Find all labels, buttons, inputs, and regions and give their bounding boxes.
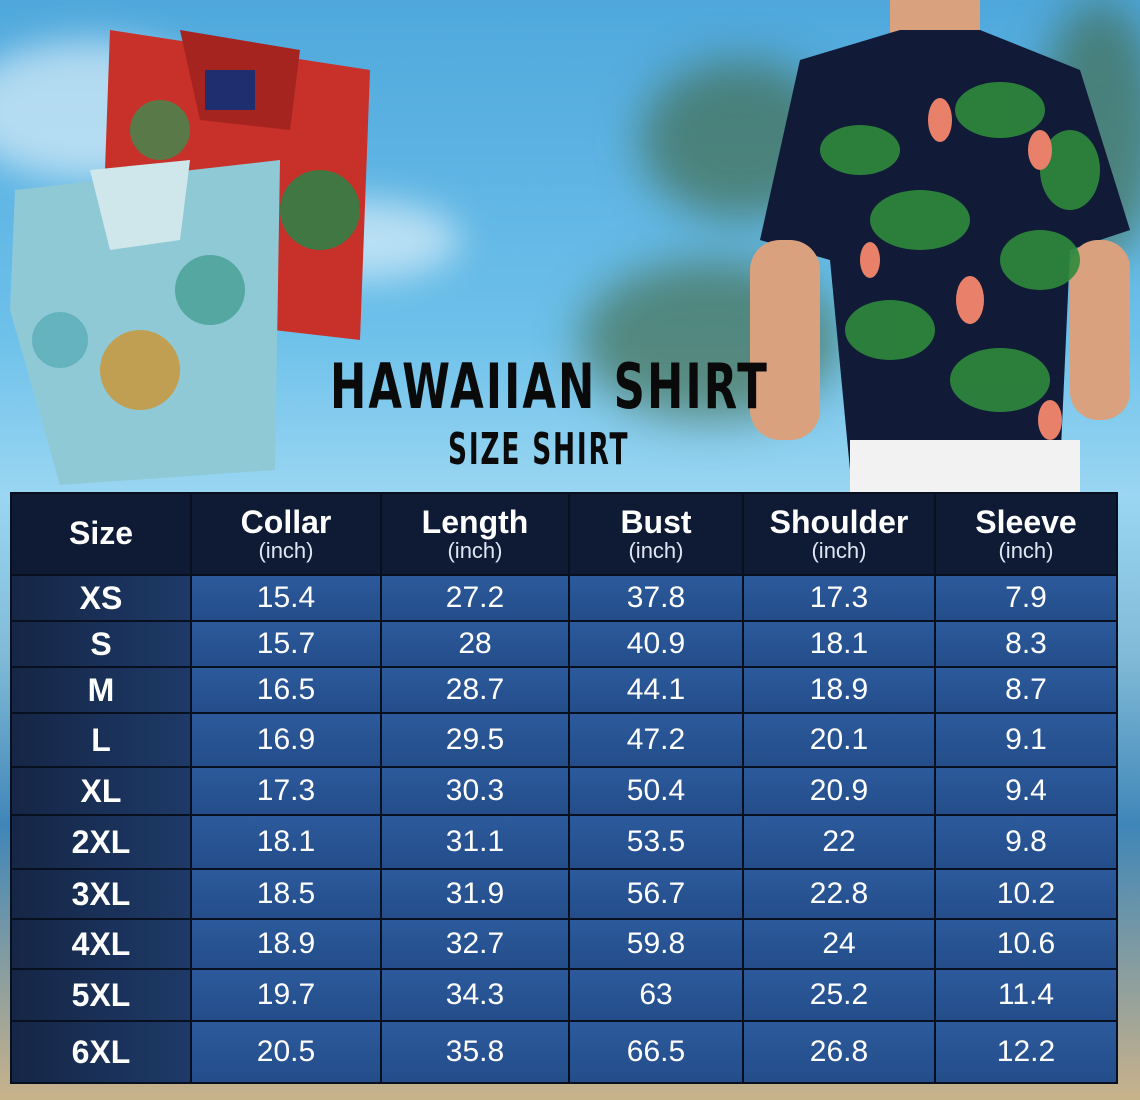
table-row: S 15.7 28 40.9 18.1 8.3 xyxy=(12,622,1116,666)
cell-sleeve: 7.9 xyxy=(936,576,1116,620)
header-label: Sleeve xyxy=(975,503,1077,540)
cell-bust: 56.7 xyxy=(570,870,742,918)
cell-length: 31.9 xyxy=(382,870,568,918)
cell-collar: 15.4 xyxy=(192,576,380,620)
cell-size: 4XL xyxy=(12,920,190,968)
cell-shoulder: 18.1 xyxy=(744,622,934,666)
cell-shoulder: 24 xyxy=(744,920,934,968)
cell-length: 28.7 xyxy=(382,668,568,712)
table-row: XL 17.3 30.3 50.4 20.9 9.4 xyxy=(12,768,1116,814)
size-chart-table: Size Collar (inch) Length (inch) Bust (inch… xyxy=(10,492,1118,1084)
cell-collar: 16.9 xyxy=(192,714,380,766)
cell-length: 29.5 xyxy=(382,714,568,766)
cell-size: S xyxy=(12,622,190,666)
cell-bust: 37.8 xyxy=(570,576,742,620)
cell-collar: 20.5 xyxy=(192,1022,380,1082)
table-row: XS 15.4 27.2 37.8 17.3 7.9 xyxy=(12,576,1116,620)
cell-collar: 18.9 xyxy=(192,920,380,968)
cell-sleeve: 8.7 xyxy=(936,668,1116,712)
cell-collar: 16.5 xyxy=(192,668,380,712)
cell-collar: 18.1 xyxy=(192,816,380,868)
table-row: 5XL 19.7 34.3 63 25.2 11.4 xyxy=(12,970,1116,1020)
model-shirt-image xyxy=(750,0,1130,492)
cell-shoulder: 22.8 xyxy=(744,870,934,918)
header-bust: Bust (inch) xyxy=(570,494,742,574)
header-sleeve: Sleeve (inch) xyxy=(936,494,1116,574)
cell-size: 2XL xyxy=(12,816,190,868)
cell-sleeve: 11.4 xyxy=(936,970,1116,1020)
cell-bust: 59.8 xyxy=(570,920,742,968)
header-label: Collar xyxy=(240,503,332,540)
table-row: L 16.9 29.5 47.2 20.1 9.1 xyxy=(12,714,1116,766)
header-unit: (inch) xyxy=(628,538,684,564)
cell-bust: 47.2 xyxy=(570,714,742,766)
cell-bust: 40.9 xyxy=(570,622,742,666)
folded-shirts-image xyxy=(10,30,370,485)
cell-shoulder: 17.3 xyxy=(744,576,934,620)
header-label: Bust xyxy=(620,503,692,540)
table-row: 3XL 18.5 31.9 56.7 22.8 10.2 xyxy=(12,870,1116,918)
cell-bust: 44.1 xyxy=(570,668,742,712)
cell-sleeve: 9.1 xyxy=(936,714,1116,766)
header-label: Size xyxy=(68,515,134,552)
cell-collar: 18.5 xyxy=(192,870,380,918)
cell-sleeve: 10.2 xyxy=(936,870,1116,918)
header-unit: (inch) xyxy=(447,538,503,564)
cell-size: XL xyxy=(12,768,190,814)
header-label: Length xyxy=(421,503,529,540)
cell-collar: 19.7 xyxy=(192,970,380,1020)
table-row: M 16.5 28.7 44.1 18.9 8.7 xyxy=(12,668,1116,712)
page-subtitle: SIZE SHIRT xyxy=(448,424,630,475)
cell-length: 35.8 xyxy=(382,1022,568,1082)
cell-bust: 50.4 xyxy=(570,768,742,814)
cell-shoulder: 22 xyxy=(744,816,934,868)
cell-sleeve: 10.6 xyxy=(936,920,1116,968)
header-unit: (inch) xyxy=(258,538,314,564)
cell-shoulder: 18.9 xyxy=(744,668,934,712)
cell-sleeve: 8.3 xyxy=(936,622,1116,666)
cell-length: 31.1 xyxy=(382,816,568,868)
cell-length: 30.3 xyxy=(382,768,568,814)
cell-sleeve: 9.4 xyxy=(936,768,1116,814)
cell-bust: 53.5 xyxy=(570,816,742,868)
table-row: 4XL 18.9 32.7 59.8 24 10.6 xyxy=(12,920,1116,968)
header-unit: (inch) xyxy=(998,538,1054,564)
cell-length: 27.2 xyxy=(382,576,568,620)
cell-size: 3XL xyxy=(12,870,190,918)
cell-sleeve: 12.2 xyxy=(936,1022,1116,1082)
cell-collar: 17.3 xyxy=(192,768,380,814)
header-size: Size xyxy=(12,494,190,574)
cell-collar: 15.7 xyxy=(192,622,380,666)
cell-size: 6XL xyxy=(12,1022,190,1082)
cell-bust: 63 xyxy=(570,970,742,1020)
cell-size: XS xyxy=(12,576,190,620)
cell-shoulder: 25.2 xyxy=(744,970,934,1020)
cell-size: L xyxy=(12,714,190,766)
table-row: 6XL 20.5 35.8 66.5 26.8 12.2 xyxy=(12,1022,1116,1082)
table-row: 2XL 18.1 31.1 53.5 22 9.8 xyxy=(12,816,1116,868)
cell-shoulder: 26.8 xyxy=(744,1022,934,1082)
header-label: Shoulder xyxy=(769,503,909,540)
cell-length: 28 xyxy=(382,622,568,666)
header-collar: Collar (inch) xyxy=(192,494,380,574)
cell-length: 32.7 xyxy=(382,920,568,968)
cell-sleeve: 9.8 xyxy=(936,816,1116,868)
header-length: Length (inch) xyxy=(382,494,568,574)
cell-length: 34.3 xyxy=(382,970,568,1020)
table-header-row: Size Collar (inch) Length (inch) Bust (inch… xyxy=(12,494,1116,574)
page-title: HAWAIIAN SHIRT xyxy=(330,350,769,423)
cell-shoulder: 20.1 xyxy=(744,714,934,766)
cell-bust: 66.5 xyxy=(570,1022,742,1082)
header-unit: (inch) xyxy=(811,538,867,564)
cell-size: M xyxy=(12,668,190,712)
cell-size: 5XL xyxy=(12,970,190,1020)
cell-shoulder: 20.9 xyxy=(744,768,934,814)
header-shoulder: Shoulder (inch) xyxy=(744,494,934,574)
